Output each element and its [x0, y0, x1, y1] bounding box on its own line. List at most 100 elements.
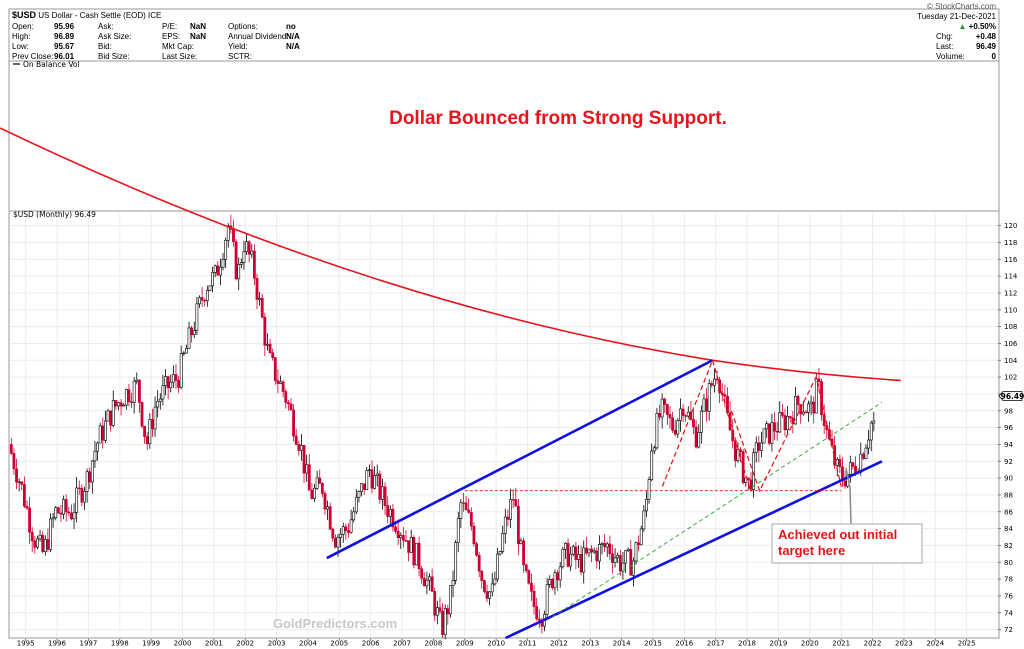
candle-body: [775, 430, 779, 433]
candle-body: [626, 549, 630, 551]
candle-body: [224, 240, 228, 260]
candle-body: [498, 551, 502, 555]
quote-row: Bid Size:: [98, 52, 168, 62]
misc-label: Annual Dividend:: [228, 32, 289, 41]
candle-body: [809, 401, 813, 405]
candle-body: [848, 462, 852, 475]
misc-row: Annual Dividend: N/A: [228, 32, 300, 42]
candle-body: [828, 429, 831, 440]
candle-body: [200, 297, 204, 301]
candle-body: [835, 459, 839, 466]
pattern-line: [730, 375, 842, 493]
misc-value: N/A: [286, 42, 300, 51]
candle-body: [289, 403, 293, 411]
stats-row: Low: 95.67: [12, 42, 102, 52]
quote-label: Ask Size:: [98, 32, 132, 41]
candle-body: [535, 606, 539, 620]
y-tick-label: 108: [1004, 323, 1017, 331]
trend-line: [552, 401, 883, 618]
candle-body: [367, 469, 371, 471]
candle-body: [472, 525, 476, 544]
candle-body: [381, 486, 384, 500]
candle-body: [801, 411, 805, 415]
candle-body: [328, 506, 332, 530]
candle-body: [713, 378, 716, 386]
fund-label: EPS:: [162, 32, 181, 41]
right-quote-value: +0.48: [975, 32, 996, 41]
candle-body: [320, 483, 324, 494]
candle-body: [158, 398, 162, 402]
quote-date: Tuesday 21-Dec-2021: [917, 12, 996, 21]
x-tick-label: 1996: [48, 640, 66, 648]
candle-body: [347, 530, 350, 533]
candle-body: [655, 413, 659, 449]
candle-body: [660, 398, 664, 418]
candle-body: [203, 299, 207, 302]
candle-body: [219, 266, 222, 276]
candle-body: [587, 548, 591, 554]
overlay-lines: [0, 127, 901, 640]
callout-box: Achieved out initial target here: [771, 467, 923, 564]
candle-body: [509, 499, 512, 520]
y-tick-label: 78: [1004, 576, 1013, 584]
right-quote-column: Chg: +0.48 Last: 96.49 Volume: 0: [936, 32, 996, 62]
candle-body: [564, 542, 567, 550]
stats-label: Prev Close:: [12, 52, 54, 61]
candle-body: [9, 444, 13, 454]
candle-body: [404, 539, 408, 542]
candle-body: [420, 568, 424, 579]
candle-body: [428, 576, 431, 581]
candle-body: [300, 445, 303, 451]
candle-body: [334, 537, 337, 548]
candle-body: [681, 408, 685, 416]
right-quote-row: Volume: 0: [936, 52, 996, 62]
candle-body: [341, 526, 345, 535]
x-tick-label: 2011: [519, 640, 537, 648]
candle-body: [101, 425, 105, 441]
candle-body: [658, 413, 661, 418]
candle-body: [794, 396, 797, 425]
x-tick-label: 2014: [613, 640, 631, 648]
candle-body: [451, 580, 455, 586]
candle-body: [516, 505, 520, 544]
right-quote-label: Chg:: [936, 32, 953, 41]
candle-body: [17, 481, 21, 484]
x-tick-label: 2003: [268, 640, 286, 648]
candle-body: [728, 412, 732, 431]
fund-label: Mkt Cap:: [162, 42, 195, 51]
x-tick-label: 2007: [393, 640, 411, 648]
candle-body: [550, 579, 554, 589]
candle-body: [221, 259, 225, 268]
candle-body: [647, 479, 651, 500]
candle-body: [817, 378, 821, 382]
candle-body: [493, 578, 497, 585]
fund-label: P/E:: [162, 22, 178, 31]
candle-body: [503, 516, 507, 534]
candle-body: [292, 409, 295, 437]
stats-value: 96.01: [54, 52, 75, 61]
pattern-line: [661, 358, 751, 491]
candle-body: [268, 343, 272, 354]
candle-body: [726, 395, 729, 414]
misc-row: Options: no: [228, 22, 300, 32]
candle-body: [386, 505, 390, 517]
candle-body: [804, 411, 808, 414]
y-tick-label: 102: [1004, 374, 1017, 382]
candle-body: [90, 460, 94, 483]
candle-body: [195, 303, 199, 331]
y-tick-label: 76: [1004, 592, 1013, 600]
candle-body: [454, 542, 458, 581]
y-tick-label: 110: [1004, 306, 1017, 314]
candle-body: [459, 502, 463, 519]
candle-body: [336, 536, 340, 548]
candle-body: [43, 539, 47, 552]
candle-body: [239, 262, 243, 265]
candle-body: [645, 499, 648, 512]
candle-body: [736, 449, 740, 461]
candle-body: [799, 404, 803, 415]
candle-body: [511, 499, 515, 501]
candle-body: [56, 507, 60, 514]
x-tick-label: 2008: [425, 640, 443, 648]
candle-body: [323, 493, 327, 510]
candle-body: [22, 484, 26, 507]
